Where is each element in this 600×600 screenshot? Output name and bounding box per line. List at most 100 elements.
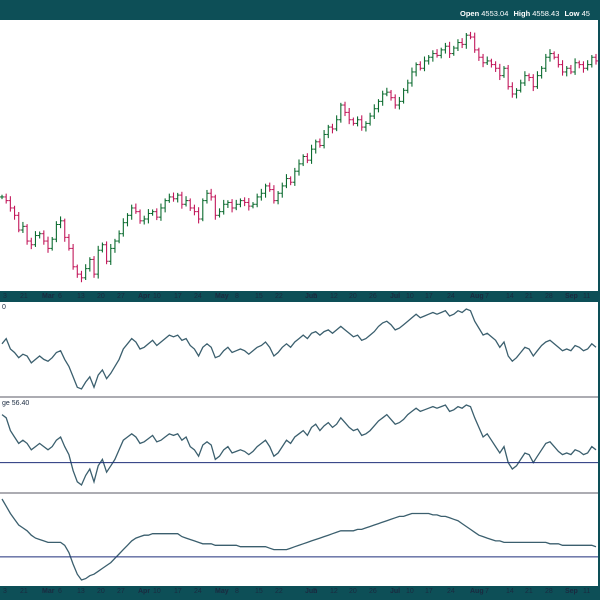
- x-tick-label-top: 26: [369, 293, 377, 300]
- price-bar: [188, 198, 193, 211]
- axis-band-bottom: [0, 586, 600, 600]
- x-tick-label-bottom: Aug: [470, 588, 484, 595]
- price-bar: [242, 197, 247, 207]
- x-tick-label-top: 13: [77, 293, 85, 300]
- x-tick-label-top: Apr: [138, 293, 150, 300]
- price-bar: [447, 41, 452, 58]
- price-bar: [493, 61, 498, 72]
- price-bar: [305, 153, 310, 164]
- x-tick-label-bottom: 20: [349, 588, 357, 595]
- price-bar: [58, 216, 63, 229]
- price-bar: [409, 67, 414, 87]
- price-bar: [196, 207, 201, 224]
- price-bar: [430, 50, 435, 62]
- price-bar: [464, 32, 469, 49]
- price-bar: [389, 89, 394, 101]
- oscillator-3-line: [1, 498, 597, 581]
- x-tick-label-top: 10: [153, 293, 161, 300]
- x-tick-label-bottom: 6: [58, 588, 62, 595]
- price-bar: [267, 182, 272, 192]
- price-bar: [552, 51, 557, 60]
- price-bar: [343, 101, 348, 117]
- price-bar: [142, 215, 147, 225]
- price-bar: [83, 264, 88, 281]
- price-bar: [439, 47, 444, 59]
- x-tick-label-bottom: Sep: [565, 588, 578, 595]
- price-bar: [263, 183, 268, 198]
- price-bar: [163, 198, 168, 213]
- price-bar: [50, 237, 55, 251]
- price-bar: [476, 47, 481, 61]
- price-bar: [443, 42, 448, 54]
- price-bar: [376, 99, 381, 113]
- price-bar: [234, 199, 239, 211]
- price-bar: [581, 61, 586, 73]
- price-bar: [125, 213, 130, 227]
- x-tick-label-bottom: 8: [235, 588, 239, 595]
- price-bar: [221, 199, 226, 215]
- price-bar: [246, 198, 251, 211]
- price-bar: [317, 138, 322, 148]
- price-bar: [585, 60, 590, 71]
- price-bar: [401, 88, 406, 104]
- x-tick-label-bottom: Mar: [42, 588, 55, 595]
- price-bar: [326, 124, 331, 139]
- price-bar: [309, 144, 314, 164]
- price-bar: [489, 58, 494, 68]
- price-bar: [250, 202, 255, 209]
- price-bar: [405, 79, 410, 94]
- price-bar: [351, 117, 356, 126]
- price-bar: [54, 221, 59, 243]
- price-bar: [313, 139, 318, 154]
- x-tick-label-bottom: 21: [20, 588, 28, 595]
- price-bar: [75, 264, 80, 278]
- price-bar: [129, 204, 134, 220]
- x-tick-label-top: 6: [58, 293, 62, 300]
- x-tick-label-top: Mar: [42, 293, 55, 300]
- price-bar: [37, 231, 42, 239]
- x-tick-label-bottom: 26: [369, 588, 377, 595]
- price-bar: [171, 192, 176, 202]
- price-bar: [522, 71, 527, 86]
- price-bar: [276, 191, 281, 205]
- x-tick-label-top: 20: [349, 293, 357, 300]
- x-tick-label-top: 24: [194, 293, 202, 300]
- price-bar: [510, 82, 515, 98]
- price-bar: [460, 38, 465, 49]
- x-tick-label-top: Jul: [390, 293, 400, 300]
- price-bar: [175, 192, 180, 203]
- x-tick-label-top: Jun: [305, 293, 317, 300]
- x-tick-label-bottom: Jun: [305, 588, 317, 595]
- price-bar: [121, 218, 126, 237]
- right-border: [598, 20, 600, 600]
- price-bar: [547, 49, 552, 62]
- axis-band-top: [0, 291, 600, 302]
- panel2-label: 0: [2, 304, 6, 311]
- price-bar: [347, 107, 352, 125]
- x-tick-label-top: 8: [235, 293, 239, 300]
- x-tick-label-top: 24: [447, 293, 455, 300]
- price-bar: [204, 189, 209, 204]
- panel-frames: [0, 20, 600, 600]
- oscillator-2-line: [1, 404, 597, 487]
- x-tick-label-top: Aug: [470, 293, 484, 300]
- x-tick-label-bottom: 10: [406, 588, 414, 595]
- x-tick-label-bottom: Jul: [390, 588, 400, 595]
- price-bar: [359, 115, 364, 131]
- price-bar: [255, 193, 260, 208]
- x-tick-label-top: 28: [545, 293, 553, 300]
- price-bar: [363, 121, 368, 132]
- price-bar: [518, 79, 523, 93]
- price-bar: [46, 236, 51, 253]
- price-bar: [589, 55, 594, 68]
- price-bar: [564, 66, 569, 77]
- price-bar: [4, 193, 9, 204]
- price-bar: [426, 55, 431, 65]
- x-tick-label-top: 7: [485, 293, 489, 300]
- panel3-label: ge 56.40: [2, 400, 29, 407]
- price-bar: [92, 256, 97, 278]
- high-label: High: [513, 9, 531, 18]
- price-bar: [25, 224, 30, 245]
